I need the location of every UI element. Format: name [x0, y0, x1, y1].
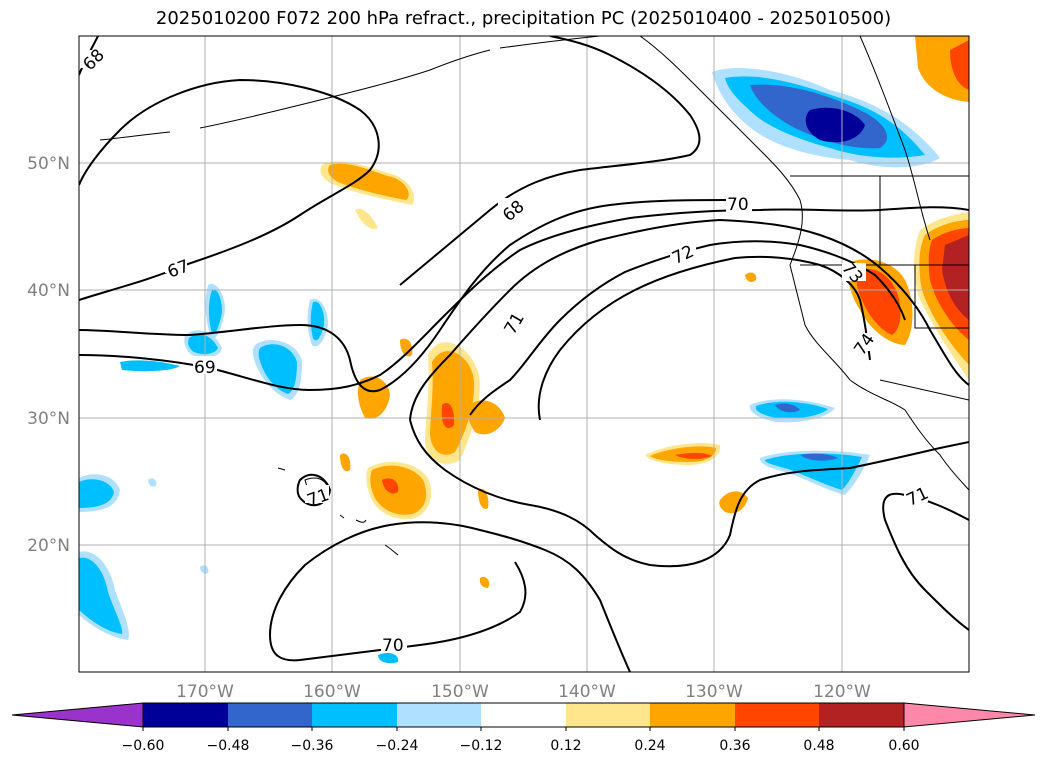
contour-71-loop — [296, 473, 332, 507]
lat-label-50n: 50°N — [27, 154, 70, 174]
lon-label-160w: 160°W — [303, 682, 361, 702]
lat-label-20n: 20°N — [27, 536, 70, 556]
lon-label-150w: 150°W — [431, 682, 489, 702]
map-frame — [78, 35, 970, 673]
colorbar-label: 0.60 — [888, 738, 919, 754]
colorbar-outline — [142, 702, 905, 728]
colorbar-bin — [650, 703, 735, 727]
lon-label-130w: 130°W — [685, 682, 743, 702]
lat-label-30n: 30°N — [27, 409, 70, 429]
contour-label-69: 69 — [194, 358, 216, 378]
colorbar-bin — [312, 703, 397, 727]
lon-label-170w: 170°W — [176, 682, 234, 702]
lat-label-40n: 40°N — [27, 281, 70, 301]
colorbar-extend-low — [11, 702, 144, 728]
contour-70-south — [268, 521, 631, 672]
map-title: 2025010200 F072 200 hPa refract., precip… — [155, 8, 892, 29]
lon-label-120w: 120°W — [813, 682, 871, 702]
colorbar-bin — [566, 703, 650, 727]
colorbar-bin — [228, 703, 312, 727]
colorbar-label: 0.36 — [719, 738, 750, 754]
graticule — [79, 36, 969, 672]
lon-tick-labels: 170°W 160°W 150°W 140°W 130°W 120°W — [176, 682, 871, 702]
colorbar-label: 0.48 — [803, 738, 834, 754]
colorbar-label: −0.48 — [207, 738, 250, 754]
colorbar: −0.60 −0.48 −0.36 −0.24 −0.12 0.12 0.24 … — [11, 702, 1036, 754]
colorbar-bin — [735, 703, 819, 727]
contour-67 — [79, 78, 380, 301]
colorbar-extend-high — [903, 702, 1036, 728]
colorbar-label: 0.24 — [634, 738, 665, 754]
colorbar-bin — [819, 703, 904, 727]
colorbar-label: −0.12 — [460, 738, 503, 754]
contour-71 — [409, 419, 969, 568]
colorbar-label: −0.36 — [291, 738, 334, 754]
contour-label-70: 70 — [727, 195, 749, 215]
contour-73 — [537, 255, 871, 421]
colorbar-label: 0.12 — [550, 738, 581, 754]
colorbar-bin — [481, 703, 566, 727]
coastlines — [99, 36, 969, 556]
contour-69 — [79, 199, 731, 393]
contour-70 — [79, 206, 969, 392]
colorbar-bin — [143, 703, 228, 727]
colorbar-label: −0.24 — [376, 738, 419, 754]
colorbar-label: −0.60 — [122, 738, 165, 754]
contour-label-70-south: 70 — [382, 636, 404, 656]
lat-tick-labels: 50°N 40°N 30°N 20°N — [27, 154, 70, 556]
colorbar-bin — [397, 703, 481, 727]
lon-label-140w: 140°W — [558, 682, 616, 702]
